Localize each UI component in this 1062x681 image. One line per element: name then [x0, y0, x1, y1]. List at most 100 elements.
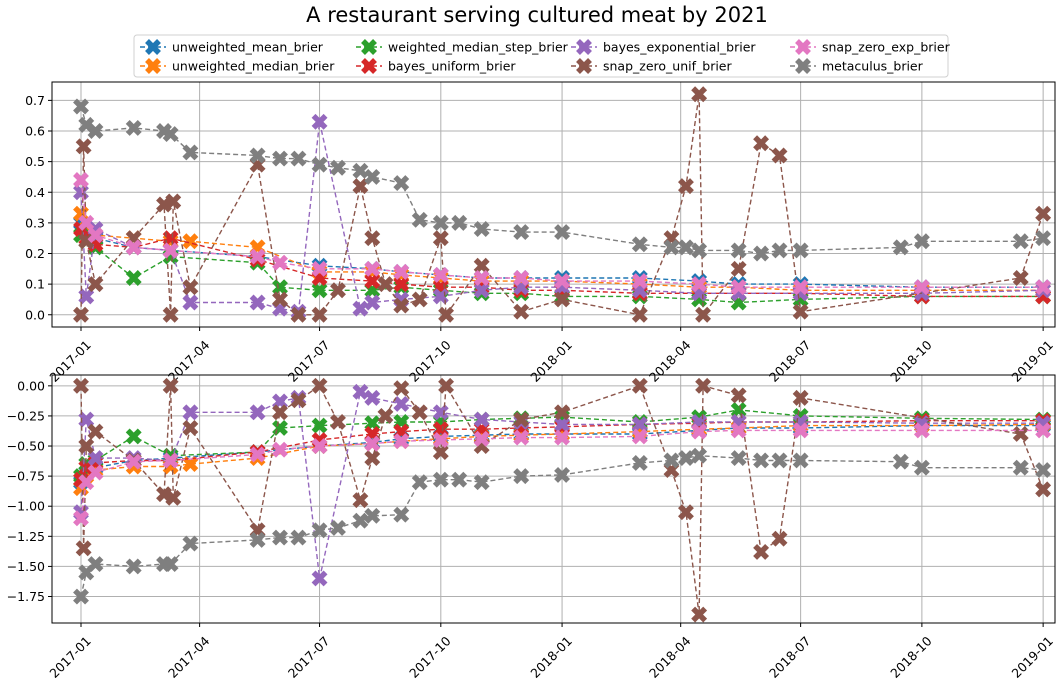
data-point: [352, 178, 369, 195]
data-point: [272, 404, 288, 421]
data-point: [249, 248, 266, 265]
legend: unweighted_mean_brier unweighted_median_b…: [133, 34, 951, 78]
data-point: [1035, 462, 1052, 479]
y-tick-label: 0.3: [25, 215, 45, 230]
data-point: [513, 303, 530, 320]
legend-marker: [576, 58, 592, 74]
data-point: [892, 453, 909, 470]
legend-marker: [795, 58, 811, 74]
data-point: [311, 417, 328, 434]
legend-frame: [133, 34, 949, 78]
axes-frame: [51, 374, 1056, 624]
data-point: [311, 522, 328, 539]
data-point: [771, 242, 788, 259]
data-point: [513, 270, 530, 286]
legend-marker: [361, 58, 377, 74]
y-tick-label: 0.4: [25, 185, 45, 200]
data-point: [352, 492, 369, 509]
data-point: [554, 291, 571, 308]
data-point: [311, 113, 328, 130]
data-point: [691, 447, 708, 464]
data-point: [182, 404, 199, 421]
legend-entry-bayes_exponential_brier: bayes_exponential_brier: [571, 39, 756, 55]
data-point: [631, 416, 648, 433]
x-tick-label: 2017-01: [46, 633, 94, 681]
data-point: [311, 156, 328, 173]
data-point: [678, 178, 694, 195]
data-point: [691, 86, 708, 103]
data-point: [125, 270, 142, 286]
data-point: [631, 306, 648, 323]
data-point: [438, 377, 455, 394]
data-point: [473, 221, 490, 237]
data-point: [753, 544, 770, 560]
data-point: [678, 239, 694, 256]
legend-label: unweighted_median_brier: [172, 59, 335, 74]
data-point: [364, 230, 381, 247]
y-tick-label: −0.25: [7, 408, 45, 423]
x-tick-label: 2019-01: [1009, 337, 1057, 385]
data-point: [125, 239, 142, 256]
data-point: [473, 430, 490, 447]
data-point: [730, 387, 747, 404]
data-point: [730, 260, 747, 277]
data-point: [165, 193, 182, 210]
data-point: [78, 438, 95, 454]
data-point: [290, 150, 307, 167]
data-point: [473, 474, 490, 491]
data-point: [364, 168, 381, 185]
x-tick-label: 2017-10: [406, 337, 454, 385]
x-tick-label: 2018-04: [646, 633, 694, 681]
data-point: [182, 233, 199, 250]
data-point: [554, 466, 571, 483]
data-point: [162, 452, 179, 469]
legend-label: snap_zero_exp_brier: [822, 40, 951, 55]
legend-label: metaculus_brier: [822, 59, 924, 74]
data-point: [631, 454, 648, 471]
data-point: [771, 147, 788, 164]
data-point: [73, 588, 89, 605]
data-point: [792, 303, 809, 320]
data-point: [771, 530, 788, 547]
legend-entry-weighted_median_step_brier: weighted_median_step_brier: [356, 39, 569, 55]
data-point: [182, 535, 199, 552]
data-point: [311, 306, 328, 323]
data-point: [352, 162, 369, 179]
data-point: [249, 294, 266, 311]
data-point: [451, 214, 468, 231]
chart-title: A restaurant serving cultured meat by 20…: [306, 3, 768, 27]
data-point: [554, 429, 571, 446]
data-point: [1012, 426, 1029, 442]
data-point: [352, 383, 369, 400]
x-tick-label: 2017-04: [165, 633, 213, 681]
data-point: [125, 119, 142, 136]
data-point: [631, 428, 648, 445]
data-point: [78, 214, 95, 231]
legend-entry-snap_zero_unif_brier: snap_zero_unif_brier: [571, 58, 732, 74]
data-point: [691, 242, 708, 259]
data-point: [473, 282, 490, 299]
data-point: [695, 306, 712, 323]
data-point: [513, 411, 530, 428]
x-tick-label: 2018-01: [527, 337, 575, 385]
data-point: [451, 471, 468, 488]
data-point: [75, 138, 92, 155]
y-tick-label: 0.5: [25, 154, 45, 169]
x-tick-label: 2019-01: [1009, 633, 1057, 681]
data-point: [473, 270, 490, 286]
x-tick-label: 2017-07: [285, 337, 333, 385]
data-point: [87, 556, 104, 572]
data-point: [678, 504, 694, 521]
data-point: [364, 273, 381, 290]
legend-label: unweighted_mean_brier: [172, 40, 324, 55]
x-tick-label: 2017-07: [285, 633, 333, 681]
data-point: [892, 239, 909, 256]
legend-marker: [576, 39, 592, 55]
data-point: [631, 377, 648, 394]
legend-marker: [795, 39, 811, 55]
data-point: [156, 196, 172, 213]
data-point: [311, 377, 328, 394]
y-tick-label: −0.75: [7, 469, 45, 484]
data-point: [182, 456, 199, 473]
data-point: [364, 450, 381, 467]
